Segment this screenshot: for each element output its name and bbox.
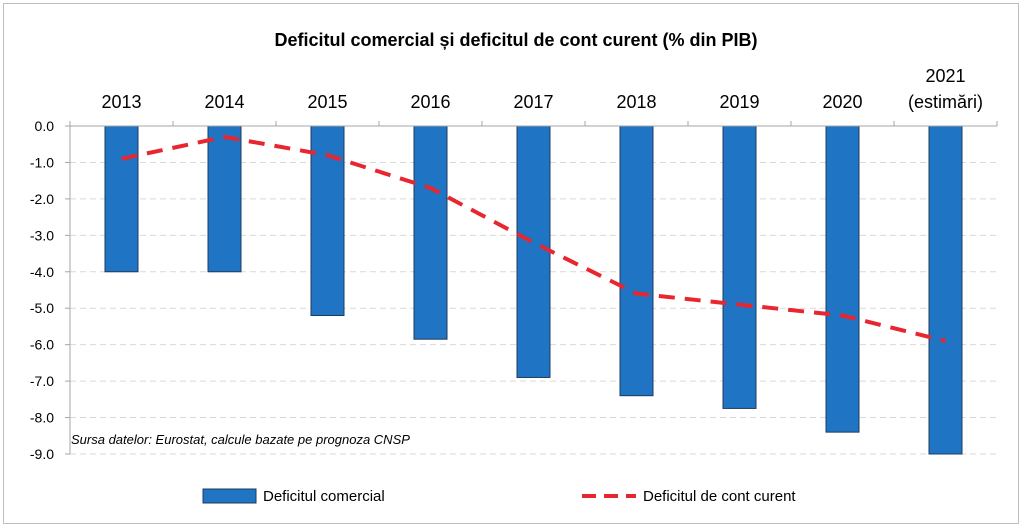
bar-deficitul-comercial — [413, 125, 448, 340]
y-tick-label: -3.0 — [30, 227, 54, 243]
bar-deficitul-comercial — [928, 125, 963, 455]
x-category-label: (estimări) — [908, 92, 983, 112]
bar-deficitul-comercial — [207, 125, 242, 273]
bar-deficitul-comercial — [825, 125, 860, 433]
x-category-label: 2019 — [719, 92, 759, 112]
x-category-label: 2021 — [925, 66, 965, 86]
bar-deficitul-comercial — [722, 125, 757, 409]
chart-frame: Deficitul comercial și deficitul de cont… — [3, 3, 1019, 524]
chart: Deficitul comercial și deficitul de cont… — [30, 30, 998, 505]
bar-deficitul-comercial — [516, 125, 551, 378]
y-tick-label: -9.0 — [30, 446, 54, 462]
legend-label-bar: Deficitul comercial — [263, 488, 385, 505]
axes: 0.0 -1.0 -2.0 -3.0 -4.0 -5.0 -6.0 -7.0 -8.0 -9.0 2… — [30, 66, 998, 462]
line-series — [121, 134, 946, 343]
line-deficitul-de-cont-curent — [121, 134, 946, 343]
x-category-label: 2016 — [410, 92, 450, 112]
y-tick-label: 0.0 — [35, 118, 55, 134]
y-tick-label: -7.0 — [30, 373, 54, 389]
bar-deficitul-comercial — [619, 125, 654, 397]
y-tick-label: -5.0 — [30, 300, 54, 316]
chart-title: Deficitul comercial și deficitul de cont… — [274, 30, 757, 50]
legend-swatch-bar — [202, 488, 257, 504]
x-category-label: 2013 — [101, 92, 141, 112]
y-tick-label: -6.0 — [30, 337, 54, 353]
legend-label-line: Deficitul de cont curent — [643, 488, 796, 505]
legend: Deficitul comercial Deficitul de cont cur… — [202, 488, 796, 505]
y-tick-label: -8.0 — [30, 410, 54, 426]
y-tick-label: -2.0 — [30, 191, 54, 207]
x-category-label: 2018 — [616, 92, 656, 112]
source-annotation: Sursa datelor: Eurostat, calcule bazate … — [71, 432, 410, 447]
y-tick-label: -4.0 — [30, 264, 54, 280]
x-category-label: 2020 — [822, 92, 862, 112]
x-category-label: 2015 — [307, 92, 347, 112]
bar-series — [104, 125, 963, 455]
y-tick-label: -1.0 — [30, 154, 54, 170]
x-category-label: 2017 — [513, 92, 553, 112]
x-category-label: 2014 — [204, 92, 244, 112]
bar-deficitul-comercial — [104, 125, 139, 273]
